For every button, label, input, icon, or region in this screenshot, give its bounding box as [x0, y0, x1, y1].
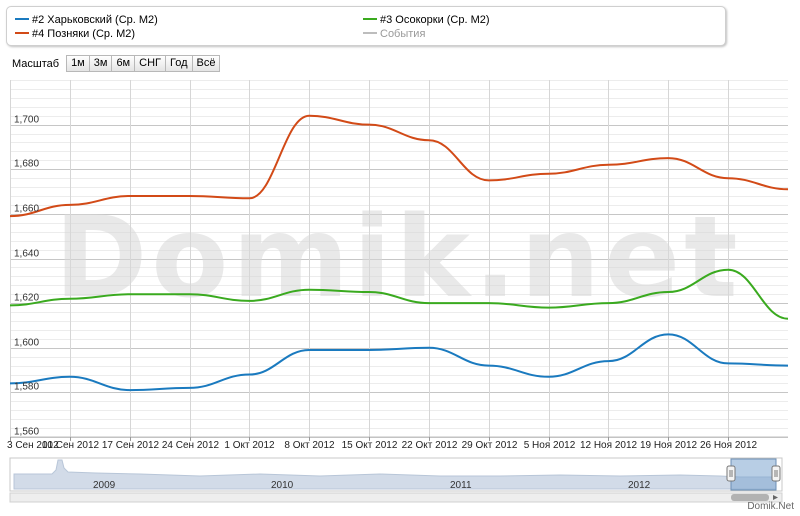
y-tick-label: 1,700 — [14, 115, 39, 126]
y-tick-label: 1,660 — [14, 204, 39, 215]
series-line — [9, 268, 789, 320]
scrollbar-thumb[interactable] — [731, 494, 769, 501]
legend-swatch — [363, 18, 377, 21]
credit-label: Domik.Net — [747, 501, 794, 512]
legend-label: События — [380, 28, 426, 40]
navigator-year-label: 2010 — [271, 480, 294, 491]
navigator-year-label: 2011 — [450, 480, 472, 491]
navigator-scrollbar[interactable] — [9, 492, 783, 503]
x-tick-label: 5 Ноя 2012 — [524, 440, 576, 451]
legend-label: #2 Харьковский (Ср. М2) — [32, 14, 158, 26]
navigator[interactable]: 2009 2010 2011 2012 — [9, 457, 783, 492]
series-lines — [9, 114, 789, 392]
series-line — [9, 114, 789, 218]
x-tick-label: 24 Сен 2012 — [162, 440, 220, 451]
plot-background — [10, 80, 788, 437]
series-line — [9, 333, 789, 392]
y-tick-label: 1,680 — [14, 159, 39, 170]
legend-item-kharkovsky[interactable]: #2 Харьковский (Ср. М2) — [15, 14, 158, 26]
navigator-left-handle[interactable] — [726, 465, 736, 482]
navigator-selection[interactable] — [730, 458, 777, 491]
x-tick-label: 10 Сен 2012 — [42, 440, 100, 451]
navigator-year-label: 2012 — [628, 480, 651, 491]
legend-item-events[interactable]: События — [363, 28, 425, 40]
legend-item-pozniaky[interactable]: #4 Позняки (Ср. М2) — [15, 28, 135, 40]
zoom-button-all[interactable]: Всё — [191, 55, 221, 72]
x-tick-label: 8 Окт 2012 — [284, 440, 335, 451]
y-tick-label: 1,560 — [14, 427, 39, 438]
legend-item-osokorky[interactable]: #3 Осокорки (Ср. М2) — [363, 14, 490, 26]
scrollbar-track[interactable] — [9, 492, 783, 503]
navigator-series — [13, 459, 777, 490]
legend-swatch — [363, 32, 377, 35]
zoom-button-1m[interactable]: 1м — [66, 55, 90, 72]
zoom-button-3m[interactable]: 3м — [88, 55, 113, 72]
zoom-label: Масштаб — [12, 57, 60, 70]
y-axis-ticks: 1,560 1,580 1,600 1,620 1,640 1,660 1,680 1,700 — [14, 115, 39, 438]
zoom-button-year[interactable]: Год — [164, 55, 193, 72]
watermark: Domik.net — [54, 193, 741, 323]
zoom-selector: Масштаб 1м 3м 6м СНГ Год Всё — [12, 55, 221, 72]
navigator-year-label: 2009 — [93, 480, 116, 491]
legend-swatch — [15, 32, 29, 35]
zoom-button-6m[interactable]: 6м — [111, 55, 136, 72]
x-tick-label: 29 Окт 2012 — [462, 440, 518, 451]
zoom-button-ytd[interactable]: СНГ — [134, 55, 166, 72]
scrollbar-right-arrow-icon[interactable] — [773, 495, 778, 500]
x-tick-label: 19 Ноя 2012 — [640, 440, 698, 451]
x-tick-label: 12 Ноя 2012 — [580, 440, 638, 451]
legend-swatch — [15, 18, 29, 21]
x-tick-label: 26 Ноя 2012 — [700, 440, 758, 451]
x-tick-label: 1 Окт 2012 — [224, 440, 275, 451]
navigator-right-handle[interactable] — [771, 465, 781, 482]
y-tick-label: 1,620 — [14, 293, 39, 304]
y-tick-label: 1,640 — [14, 249, 39, 260]
x-tick-label: 3 Сен 2012 — [7, 440, 59, 451]
y-tick-label: 1,580 — [14, 382, 39, 393]
legend-label: #3 Осокорки (Ср. М2) — [380, 14, 490, 26]
legend: #2 Харьковский (Ср. М2) #3 Осокорки (Ср.… — [6, 6, 726, 46]
y-tick-label: 1,600 — [14, 338, 39, 349]
legend-label: #4 Позняки (Ср. М2) — [32, 28, 136, 40]
x-tick-label: 17 Сен 2012 — [102, 440, 160, 451]
x-tick-label: 22 Окт 2012 — [402, 440, 458, 451]
x-tick-label: 15 Окт 2012 — [342, 440, 398, 451]
